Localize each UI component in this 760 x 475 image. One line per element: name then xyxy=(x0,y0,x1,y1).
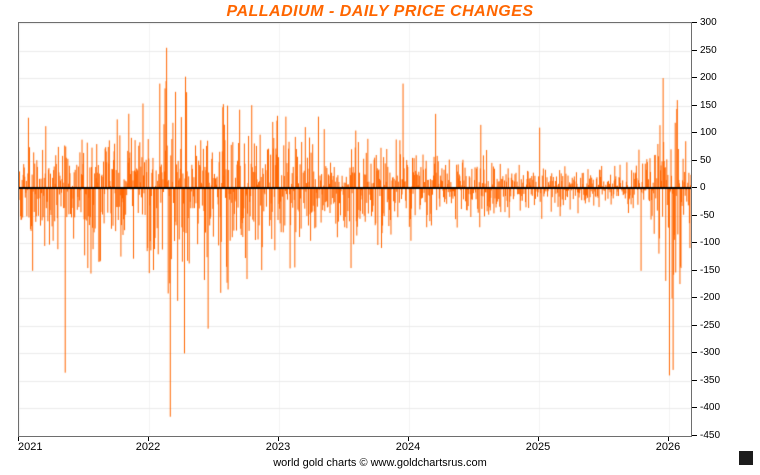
y-axis-tick xyxy=(692,325,697,326)
x-axis-tick xyxy=(18,437,19,441)
y-axis-tick xyxy=(692,215,697,216)
x-axis-label: 2021 xyxy=(18,441,43,453)
y-axis-label: -450 xyxy=(700,430,721,441)
chart-title: PALLADIUM - DAILY PRICE CHANGES xyxy=(226,3,534,20)
x-axis-tick xyxy=(668,437,669,441)
plot-area xyxy=(18,22,692,437)
y-axis-tick xyxy=(692,132,697,133)
y-axis-tick xyxy=(692,22,697,23)
y-axis-tick xyxy=(692,187,697,188)
y-axis-label: -200 xyxy=(700,292,721,303)
y-axis-tick xyxy=(692,297,697,298)
y-axis-label: 250 xyxy=(700,45,717,56)
y-axis-tick xyxy=(692,380,697,381)
y-axis-label: 0 xyxy=(700,182,706,193)
y-axis-label: -150 xyxy=(700,265,721,276)
x-axis-tick xyxy=(148,437,149,441)
y-axis-tick xyxy=(692,435,697,436)
y-axis-label: -50 xyxy=(700,210,715,221)
y-axis-label: -350 xyxy=(700,375,721,386)
y-axis-label: -250 xyxy=(700,320,721,331)
x-axis-tick xyxy=(408,437,409,441)
y-axis-tick xyxy=(692,105,697,106)
chart-footer: world gold charts © www.goldchartsrus.co… xyxy=(273,457,487,469)
y-axis-tick xyxy=(692,77,697,78)
x-axis-label: 2022 xyxy=(135,441,161,453)
x-axis-label: 2026 xyxy=(655,441,681,453)
price-change-bars-canvas xyxy=(19,23,691,436)
y-axis-tick xyxy=(692,50,697,51)
y-axis-label: 200 xyxy=(700,72,717,83)
x-axis-label: 2023 xyxy=(265,441,291,453)
y-axis-label: 50 xyxy=(700,155,712,166)
y-axis-tick xyxy=(692,242,697,243)
x-axis-label: 2025 xyxy=(525,441,551,453)
y-axis-label: -300 xyxy=(700,347,721,358)
y-axis-label: 100 xyxy=(700,127,717,138)
y-axis-tick xyxy=(692,270,697,271)
y-axis-tick xyxy=(692,407,697,408)
x-axis-tick xyxy=(538,437,539,441)
corner-mark xyxy=(739,451,753,465)
y-axis-label: -100 xyxy=(700,237,721,248)
y-axis-label: -400 xyxy=(700,402,721,413)
x-axis-label: 2024 xyxy=(395,441,421,453)
y-axis-tick xyxy=(692,160,697,161)
y-axis-tick xyxy=(692,352,697,353)
x-axis-tick xyxy=(278,437,279,441)
y-axis-label: 150 xyxy=(700,100,717,111)
